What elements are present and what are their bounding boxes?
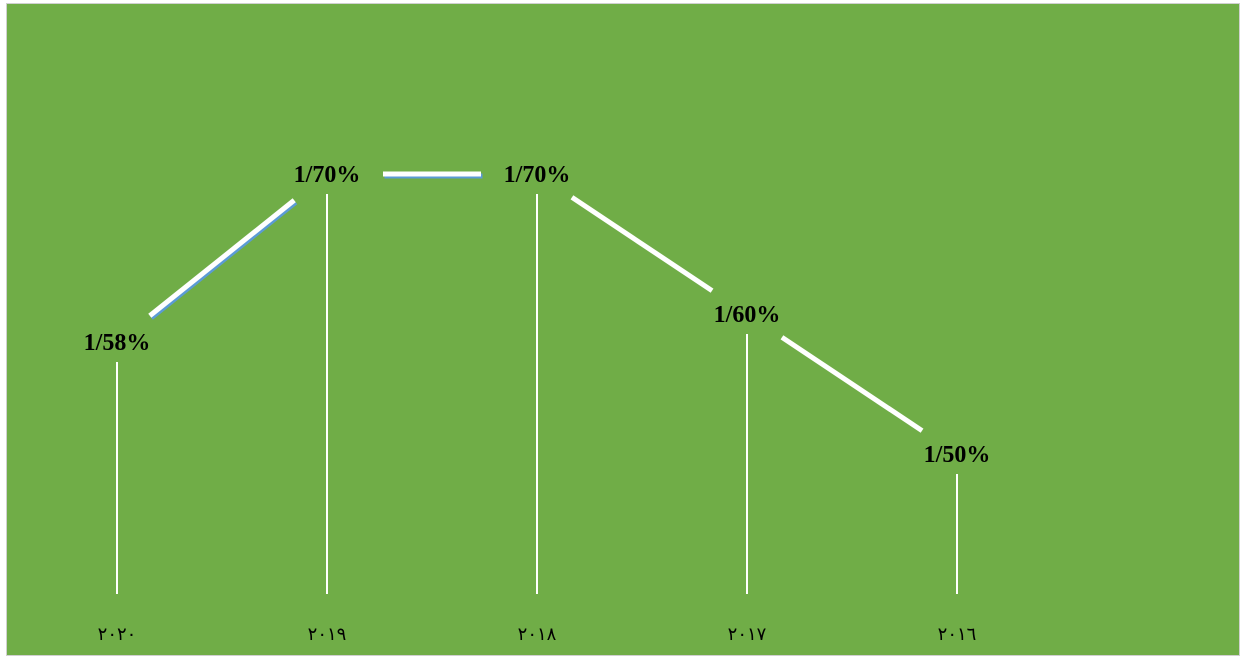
x-tick-label-3: ٢٠١٨ <box>518 624 557 645</box>
plot-area: 1/58% 1/70% 1/70% 1/60% 1/50% ٢٠٢٠ ٢٠١٩ ٢٠١٨ ٢٠… <box>6 3 1240 656</box>
series-segment-4 <box>780 335 924 433</box>
x-tick-label-4: ٢٠١٧ <box>728 624 767 645</box>
drop-lines <box>116 194 958 594</box>
data-label-4: 1/60% <box>714 302 781 328</box>
x-tick-label-2: ٢٠١٩ <box>308 624 347 645</box>
data-label-3: 1/70% <box>504 162 571 188</box>
data-labels: 1/58% 1/70% 1/70% 1/60% 1/50% <box>84 162 991 468</box>
x-tick-label-1: ٢٠٢٠ <box>98 624 137 645</box>
line-chart: 1/58%1/70% 1/70%1/60%1/50% ٢٠٢٠ ٢٠١٩ ٢٠١٨ ٢٠… <box>7 4 1239 655</box>
data-label-2: 1/70% <box>294 162 361 188</box>
x-axis-tick-labels: ٢٠٢٠ ٢٠١٩ ٢٠١٨ ٢٠١٧ ٢٠١٦ <box>98 624 977 645</box>
x-tick-label-5: ٢٠١٦ <box>938 624 977 645</box>
series-lines <box>148 171 924 433</box>
data-label-1: 1/58% <box>84 330 151 356</box>
chart-background <box>7 4 1239 655</box>
series-segment-1 <box>148 198 296 318</box>
series-segment-3 <box>570 195 714 293</box>
data-label-5: 1/50% <box>924 442 991 468</box>
